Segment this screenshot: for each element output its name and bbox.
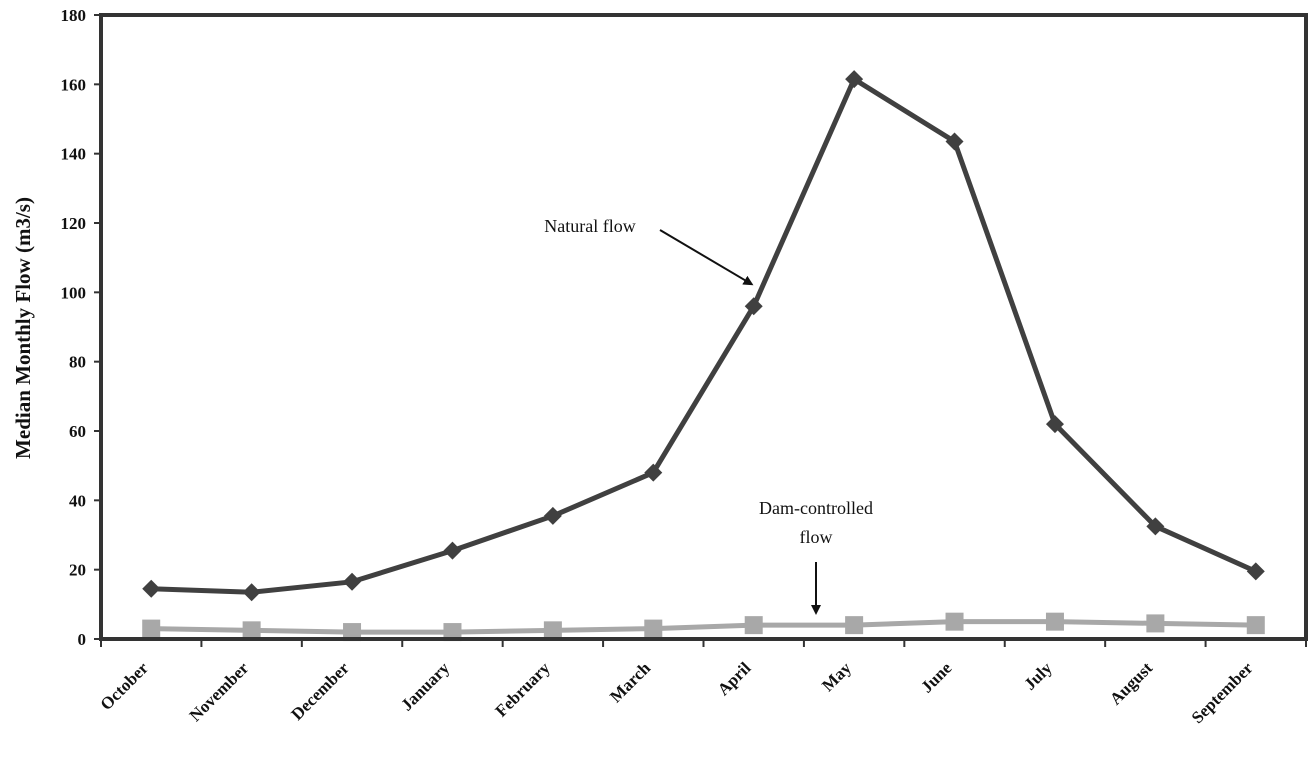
y-tick-label: 140: [61, 145, 87, 164]
x-tick-label: June: [917, 658, 955, 696]
y-tick-label: 180: [61, 6, 87, 25]
x-tick-label: March: [606, 658, 654, 706]
data-point-square: [644, 619, 663, 638]
data-point-diamond: [343, 572, 362, 591]
x-tick-label: December: [287, 658, 353, 724]
data-point-diamond: [242, 583, 261, 602]
data-point-diamond: [744, 297, 763, 316]
data-point-square: [443, 623, 462, 642]
data-point-diamond: [644, 463, 663, 482]
annotation-natural-flow: Natural flow: [544, 216, 635, 236]
annotation-arrow-natural: [659, 229, 754, 286]
data-point-square: [543, 621, 562, 640]
data-point-diamond: [945, 132, 964, 151]
data-point-square: [343, 623, 362, 642]
data-point-diamond: [1045, 415, 1064, 434]
data-point-square: [1146, 614, 1165, 633]
y-tick-label: 120: [61, 214, 87, 233]
data-point-diamond: [142, 579, 161, 598]
x-tick-label: July: [1020, 658, 1056, 694]
annotation-line: Dam-controlled: [759, 498, 873, 518]
y-tick-label: 160: [61, 75, 87, 94]
data-point-square: [945, 612, 964, 631]
y-axis-label: Median Monthly Flow (m3/s): [11, 197, 35, 459]
x-axis: October November December January February Ma…: [97, 639, 1307, 727]
y-tick-label: 100: [61, 283, 87, 302]
x-tick-label: August: [1106, 658, 1156, 708]
x-tick-label: January: [397, 658, 454, 715]
data-point-square: [1246, 616, 1265, 635]
series-line-2: [151, 619, 1256, 635]
annotation-dam-controlled: Dam-controlled flow: [759, 498, 873, 547]
x-tick-label: October: [97, 658, 153, 714]
x-tick-label: May: [818, 658, 855, 695]
data-point-diamond: [543, 506, 562, 525]
data-point-square: [845, 616, 864, 635]
annotation-layer: Natural flow Dam-controlled flow: [544, 216, 873, 615]
y-axis: 0 20 40 60 80 100 120 140 160 180: [61, 6, 101, 649]
data-point-diamond: [443, 541, 462, 560]
data-point-diamond: [845, 70, 864, 89]
y-tick-label: 60: [69, 422, 86, 441]
y-tick-label: 0: [78, 630, 87, 649]
series-line-1: [151, 76, 1257, 595]
data-point-square: [744, 616, 763, 635]
x-tick-label: February: [492, 658, 555, 721]
data-point-square: [142, 619, 161, 638]
data-point-square: [242, 621, 261, 640]
data-point-square: [1045, 612, 1064, 631]
y-tick-label: 80: [69, 353, 86, 372]
data-point-diamond: [1146, 517, 1165, 536]
plot-area-border: [99, 13, 1308, 641]
x-tick-label: November: [186, 658, 253, 725]
x-tick-label: April: [714, 658, 755, 699]
annotation-line: flow: [800, 527, 833, 547]
y-tick-label: 40: [69, 491, 86, 510]
x-tick-label: September: [1188, 658, 1257, 727]
data-point-diamond: [1246, 562, 1265, 581]
y-tick-label: 20: [69, 561, 86, 580]
series-layer: [142, 70, 1265, 642]
